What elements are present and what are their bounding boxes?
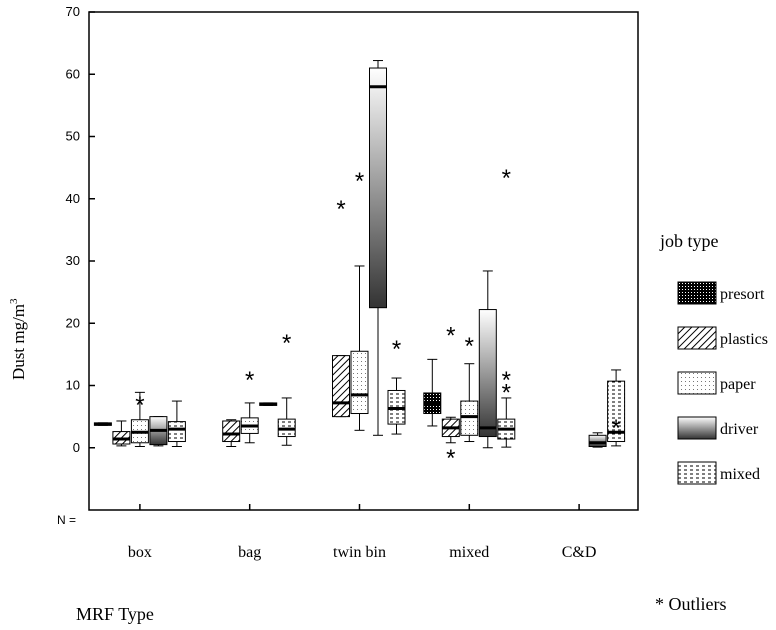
box-driver bbox=[259, 402, 278, 406]
legend-label-paper: paper bbox=[720, 376, 756, 393]
box-iqr bbox=[167, 421, 186, 443]
outlier-marker: * bbox=[392, 336, 401, 363]
box-iqr bbox=[332, 355, 350, 418]
outlier-marker: * bbox=[465, 333, 474, 360]
box-driver bbox=[588, 432, 607, 448]
box-mixed bbox=[167, 400, 186, 448]
box-mixed: * bbox=[607, 369, 626, 447]
x-tick-label: C&D bbox=[562, 544, 597, 561]
box-paper: * bbox=[460, 333, 479, 443]
y-tick-label: 50 bbox=[66, 129, 80, 144]
box-iqr bbox=[478, 309, 497, 438]
box-mixed: *** bbox=[497, 165, 516, 448]
y-tick-label: 30 bbox=[66, 253, 80, 268]
box-iqr bbox=[588, 434, 607, 448]
box-plastics bbox=[112, 420, 131, 447]
legend-label-presort: presort bbox=[720, 286, 765, 303]
x-tick-label: mixed bbox=[449, 544, 489, 561]
outlier-marker: * bbox=[502, 165, 511, 192]
outlier-marker: * bbox=[282, 330, 291, 357]
box-iqr bbox=[607, 380, 626, 443]
legend-label-mixed: mixed bbox=[720, 466, 760, 483]
legend-swatch-presort bbox=[677, 281, 717, 305]
box-plastics: ** bbox=[441, 322, 460, 472]
outlier-marker: * bbox=[336, 196, 345, 223]
box-paper: * bbox=[350, 168, 369, 431]
outlier-marker: * bbox=[502, 380, 511, 407]
box-presort bbox=[93, 422, 112, 426]
box-iqr bbox=[369, 67, 387, 309]
outlier-marker: * bbox=[446, 445, 455, 472]
box-driver bbox=[149, 416, 168, 447]
x-tick-label: box bbox=[128, 544, 152, 561]
box-mixed: * bbox=[387, 336, 406, 435]
outlier-marker: * bbox=[502, 367, 511, 394]
y-axis-label-text: Dust mg/m bbox=[9, 304, 28, 380]
box-plastics: * bbox=[332, 196, 350, 418]
outlier-marker: * bbox=[355, 168, 364, 195]
y-tick-label: 0 bbox=[73, 440, 80, 455]
y-tick-label: 70 bbox=[66, 4, 80, 19]
legend-swatch-paper bbox=[677, 371, 717, 395]
box-driver bbox=[369, 60, 387, 436]
x-tick-label: twin bin bbox=[333, 544, 386, 561]
y-axis-label: Dust mg/m3 bbox=[8, 298, 28, 380]
y-tick-label: 60 bbox=[66, 66, 80, 81]
box-mixed: * bbox=[277, 330, 296, 446]
outlier-marker: * bbox=[446, 322, 455, 349]
x-tick-label: bag bbox=[238, 544, 261, 561]
box-paper: * bbox=[240, 367, 259, 444]
legend-swatch-mixed bbox=[677, 461, 717, 485]
box-iqr bbox=[350, 350, 369, 415]
x-axis-label: MRF Type bbox=[76, 604, 154, 624]
box-plastics bbox=[222, 419, 241, 448]
legend-label-plastics: plastics bbox=[720, 331, 768, 348]
legend-label-driver: driver bbox=[720, 421, 759, 438]
legend-swatch-plastics bbox=[677, 326, 717, 350]
outlier-marker: * bbox=[245, 367, 254, 394]
n-label: N = bbox=[57, 513, 76, 527]
outlier-marker: * bbox=[611, 415, 620, 442]
outliers-note: * Outliers bbox=[655, 594, 727, 614]
legend-title: job type bbox=[659, 231, 719, 251]
legend: job type presort plastics paper driver mixed bbox=[659, 231, 768, 485]
y-tick-label: 10 bbox=[66, 378, 80, 393]
box-presort bbox=[423, 358, 442, 427]
y-tick-label: 20 bbox=[66, 315, 80, 330]
y-axis-label-superscript: 3 bbox=[8, 298, 20, 304]
box-driver bbox=[478, 270, 497, 449]
outlier-marker: * bbox=[135, 392, 144, 419]
legend-swatch-driver bbox=[677, 416, 717, 440]
y-tick-label: 40 bbox=[66, 191, 80, 206]
box-iqr bbox=[222, 420, 241, 443]
box-iqr bbox=[460, 400, 479, 436]
box-paper: * bbox=[130, 391, 149, 448]
